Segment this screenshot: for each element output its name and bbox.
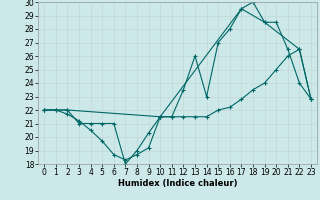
X-axis label: Humidex (Indice chaleur): Humidex (Indice chaleur)	[118, 179, 237, 188]
